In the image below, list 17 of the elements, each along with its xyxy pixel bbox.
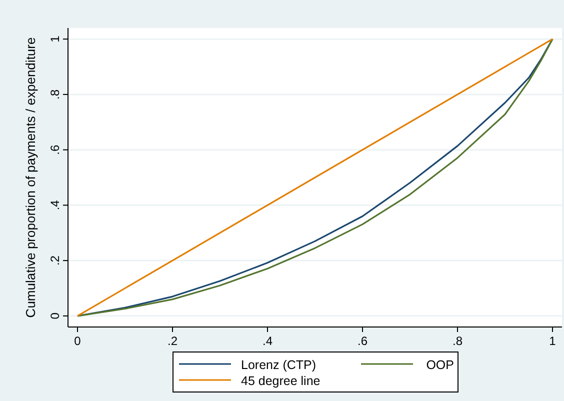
legend-label: OOP	[426, 358, 454, 372]
y-tick-label: .8	[48, 89, 62, 100]
x-tick-label: 0	[74, 334, 82, 348]
y-tick-label: .6	[48, 144, 62, 155]
y-tick-label: 1	[48, 35, 62, 42]
x-tick-label: 1	[549, 334, 556, 348]
y-tick-label: .2	[48, 255, 62, 266]
x-tick-label: .6	[357, 334, 368, 348]
y-tick-label: .4	[48, 200, 62, 210]
line-series	[76, 38, 554, 317]
legend-label: Lorenz (CTP)	[241, 358, 316, 372]
y-tick-label: 0	[48, 312, 62, 320]
x-tick-label: .8	[452, 334, 463, 348]
x-tick-label: .4	[262, 334, 273, 348]
legend-label: 45 degree line	[241, 374, 320, 388]
y-axis-title: Cumulative proportion of payments / expenditure	[23, 37, 38, 318]
x-tick-label: .2	[167, 334, 178, 348]
